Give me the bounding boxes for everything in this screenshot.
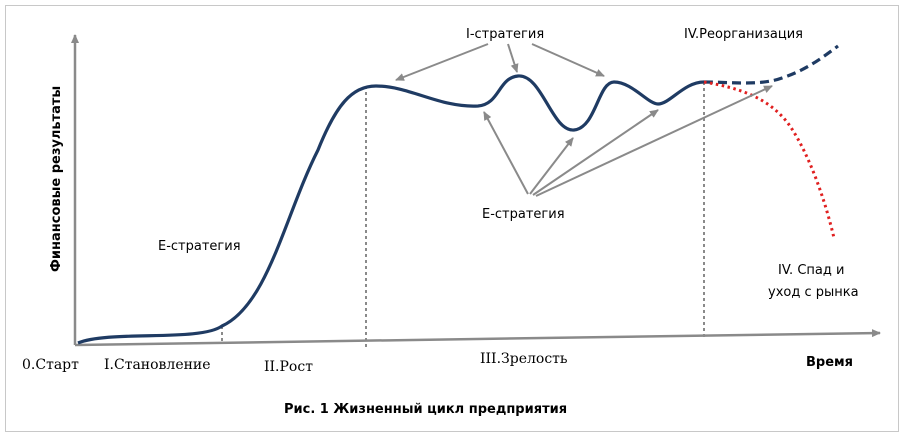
e-strategy-label-top: Е-стратегия — [482, 207, 565, 222]
i-strategy-arrows — [395, 43, 605, 81]
x-axis-label: Время — [806, 355, 853, 370]
figure-caption: Рис. 1 Жизненный цикл предприятия — [284, 402, 567, 417]
i-strategy-label: I-стратегия — [466, 27, 544, 42]
lifecycle-curve — [77, 74, 705, 345]
stage-maturity: III.Зрелость — [480, 351, 568, 367]
stage-decline-line2: уход с рынка — [768, 285, 859, 300]
stage-growth: II.Рост — [264, 359, 313, 375]
stage-start: 0.Старт — [22, 357, 79, 373]
e-strategy-arrows — [483, 85, 773, 197]
stage-reorganization: IV.Реорганизация — [684, 27, 803, 42]
stage-formation: I.Становление — [104, 357, 211, 373]
e-strategy-label-left: Е-стратегия — [158, 239, 241, 254]
decline-curve — [703, 80, 836, 239]
stage-decline-line1: IV. Спад и — [778, 263, 844, 278]
x-axis — [74, 329, 881, 347]
figure-frame — [5, 5, 899, 432]
y-axis-label: Финансовые результаты — [49, 86, 64, 272]
reorganization-curve — [703, 44, 839, 85]
